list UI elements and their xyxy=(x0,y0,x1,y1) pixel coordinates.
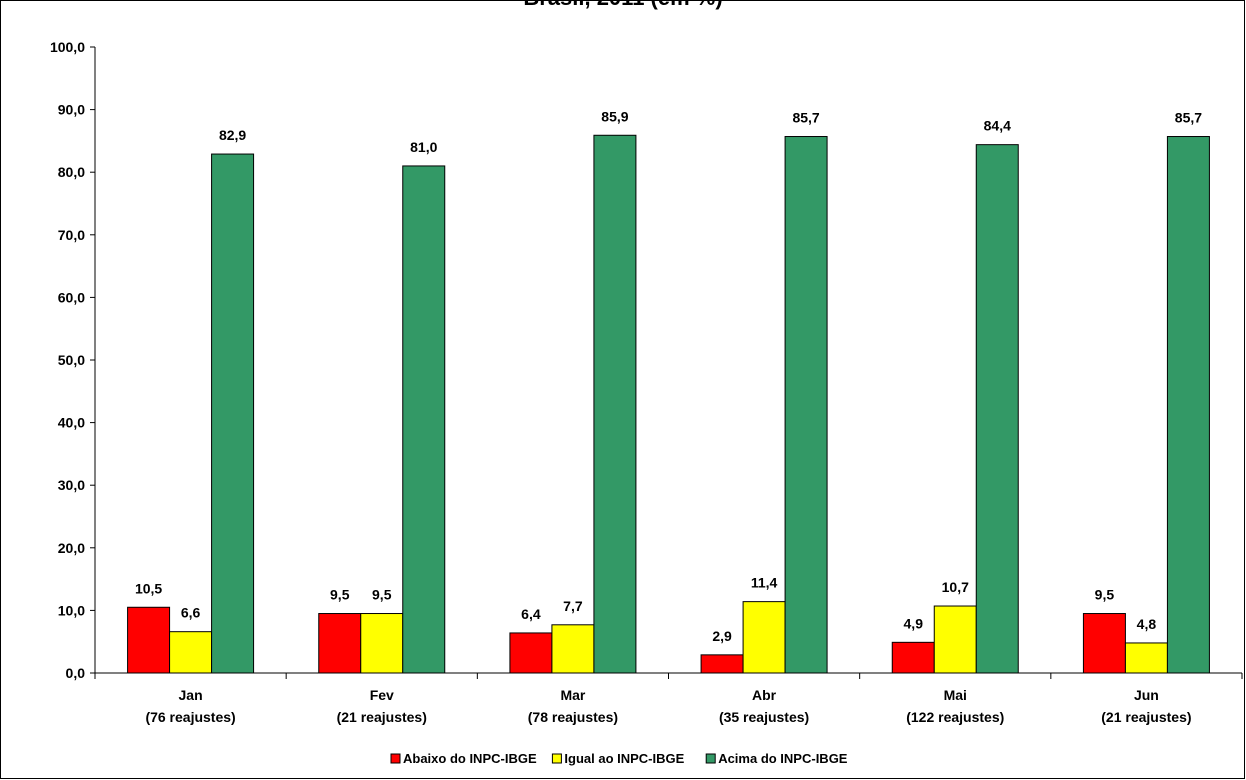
data-label: 9,5 xyxy=(1095,587,1115,603)
legend-swatch xyxy=(705,753,716,764)
x-category-label: (78 reajustes) xyxy=(528,709,618,725)
data-label: 82,9 xyxy=(219,127,246,143)
x-category-label: Fev xyxy=(370,687,394,703)
bar xyxy=(891,641,935,674)
y-tick-label: 90,0 xyxy=(58,102,85,118)
data-label: 84,4 xyxy=(984,118,1011,134)
bar xyxy=(933,605,977,674)
data-label: 9,5 xyxy=(330,587,350,603)
data-label: 10,5 xyxy=(135,580,162,596)
y-tick-label: 30,0 xyxy=(58,477,85,493)
x-category-label: Abr xyxy=(752,687,777,703)
y-tick-label: 80,0 xyxy=(58,164,85,180)
y-tick-label: 20,0 xyxy=(58,540,85,556)
legend-label: Igual ao INPC-IBGE xyxy=(564,751,684,766)
x-category-label: (122 reajustes) xyxy=(906,709,1004,725)
bar xyxy=(551,624,595,674)
data-label: 9,5 xyxy=(372,587,392,603)
x-category-label: (21 reajustes) xyxy=(337,709,427,725)
bar xyxy=(593,134,637,674)
data-label: 11,4 xyxy=(751,575,778,591)
chart-title: Brasil, 2011 (em %) xyxy=(0,0,1246,11)
x-category-label: Mai xyxy=(944,687,967,703)
x-category-label: Mar xyxy=(560,687,585,703)
bar xyxy=(700,654,744,674)
bar xyxy=(742,601,786,674)
y-tick-label: 0,0 xyxy=(66,665,86,681)
legend-swatch xyxy=(390,753,401,764)
x-category-label: (21 reajustes) xyxy=(1101,709,1191,725)
bar xyxy=(402,165,446,674)
y-tick-label: 60,0 xyxy=(58,289,85,305)
data-label: 10,7 xyxy=(942,579,969,595)
bar xyxy=(784,136,828,674)
data-label: 7,7 xyxy=(563,598,583,614)
data-label: 85,9 xyxy=(601,108,628,124)
data-label: 2,9 xyxy=(712,628,732,644)
data-label: 85,7 xyxy=(1175,110,1202,126)
x-category-label: Jun xyxy=(1134,687,1159,703)
data-label: 81,0 xyxy=(410,139,437,155)
bar xyxy=(169,631,213,674)
y-tick-label: 40,0 xyxy=(58,415,85,431)
bar xyxy=(211,153,255,674)
y-tick-label: 70,0 xyxy=(58,227,85,243)
data-label: 85,7 xyxy=(792,110,819,126)
bar xyxy=(360,613,404,674)
y-tick-label: 10,0 xyxy=(58,602,85,618)
data-label: 4,9 xyxy=(904,615,924,631)
bar xyxy=(1166,136,1210,674)
y-tick-label: 100,0 xyxy=(50,39,85,55)
bar xyxy=(509,632,553,674)
x-category-label: (76 reajustes) xyxy=(145,709,235,725)
legend-swatch xyxy=(551,753,562,764)
bar xyxy=(1082,613,1126,674)
legend-label: Acima do INPC-IBGE xyxy=(718,751,848,766)
bar xyxy=(1124,642,1168,674)
y-tick-label: 50,0 xyxy=(58,352,85,368)
bar xyxy=(127,606,171,674)
legend-label: Abaixo do INPC-IBGE xyxy=(403,751,537,766)
x-category-label: (35 reajustes) xyxy=(719,709,809,725)
data-label: 4,8 xyxy=(1137,616,1157,632)
bar xyxy=(975,144,1019,674)
x-category-label: Jan xyxy=(179,687,203,703)
data-label: 6,6 xyxy=(181,605,201,621)
bar xyxy=(318,613,362,674)
data-label: 6,4 xyxy=(521,606,541,622)
